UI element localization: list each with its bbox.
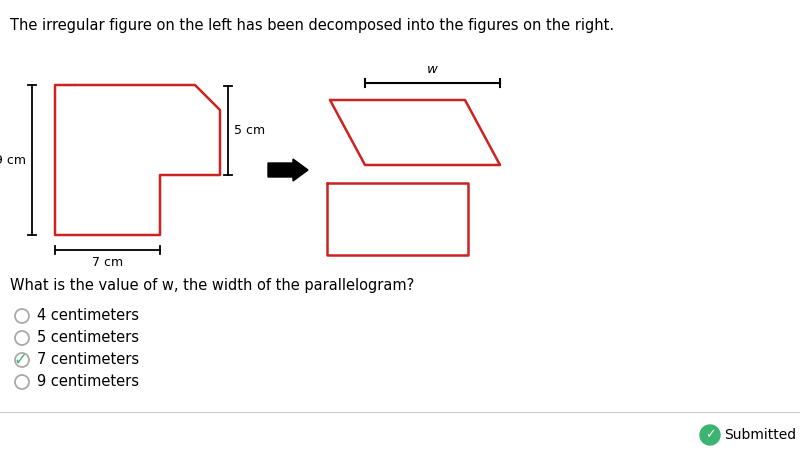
Text: 4 centimeters: 4 centimeters	[37, 308, 139, 324]
FancyArrow shape	[268, 159, 308, 181]
Text: ✓: ✓	[14, 351, 28, 369]
Text: 7 centimeters: 7 centimeters	[37, 352, 139, 367]
Text: What is the value of w, the width of the parallelogram?: What is the value of w, the width of the…	[10, 278, 414, 293]
Text: 5 cm: 5 cm	[234, 124, 265, 137]
Circle shape	[700, 425, 720, 445]
Text: 7 cm: 7 cm	[92, 256, 123, 269]
Text: ✓: ✓	[705, 429, 715, 441]
Text: 9 cm: 9 cm	[0, 154, 26, 166]
Text: Submitted: Submitted	[724, 428, 796, 442]
Text: 5 centimeters: 5 centimeters	[37, 330, 139, 345]
Text: 9 centimeters: 9 centimeters	[37, 374, 139, 389]
Text: The irregular figure on the left has been decomposed into the figures on the rig: The irregular figure on the left has bee…	[10, 18, 614, 33]
Text: w: w	[427, 63, 438, 76]
